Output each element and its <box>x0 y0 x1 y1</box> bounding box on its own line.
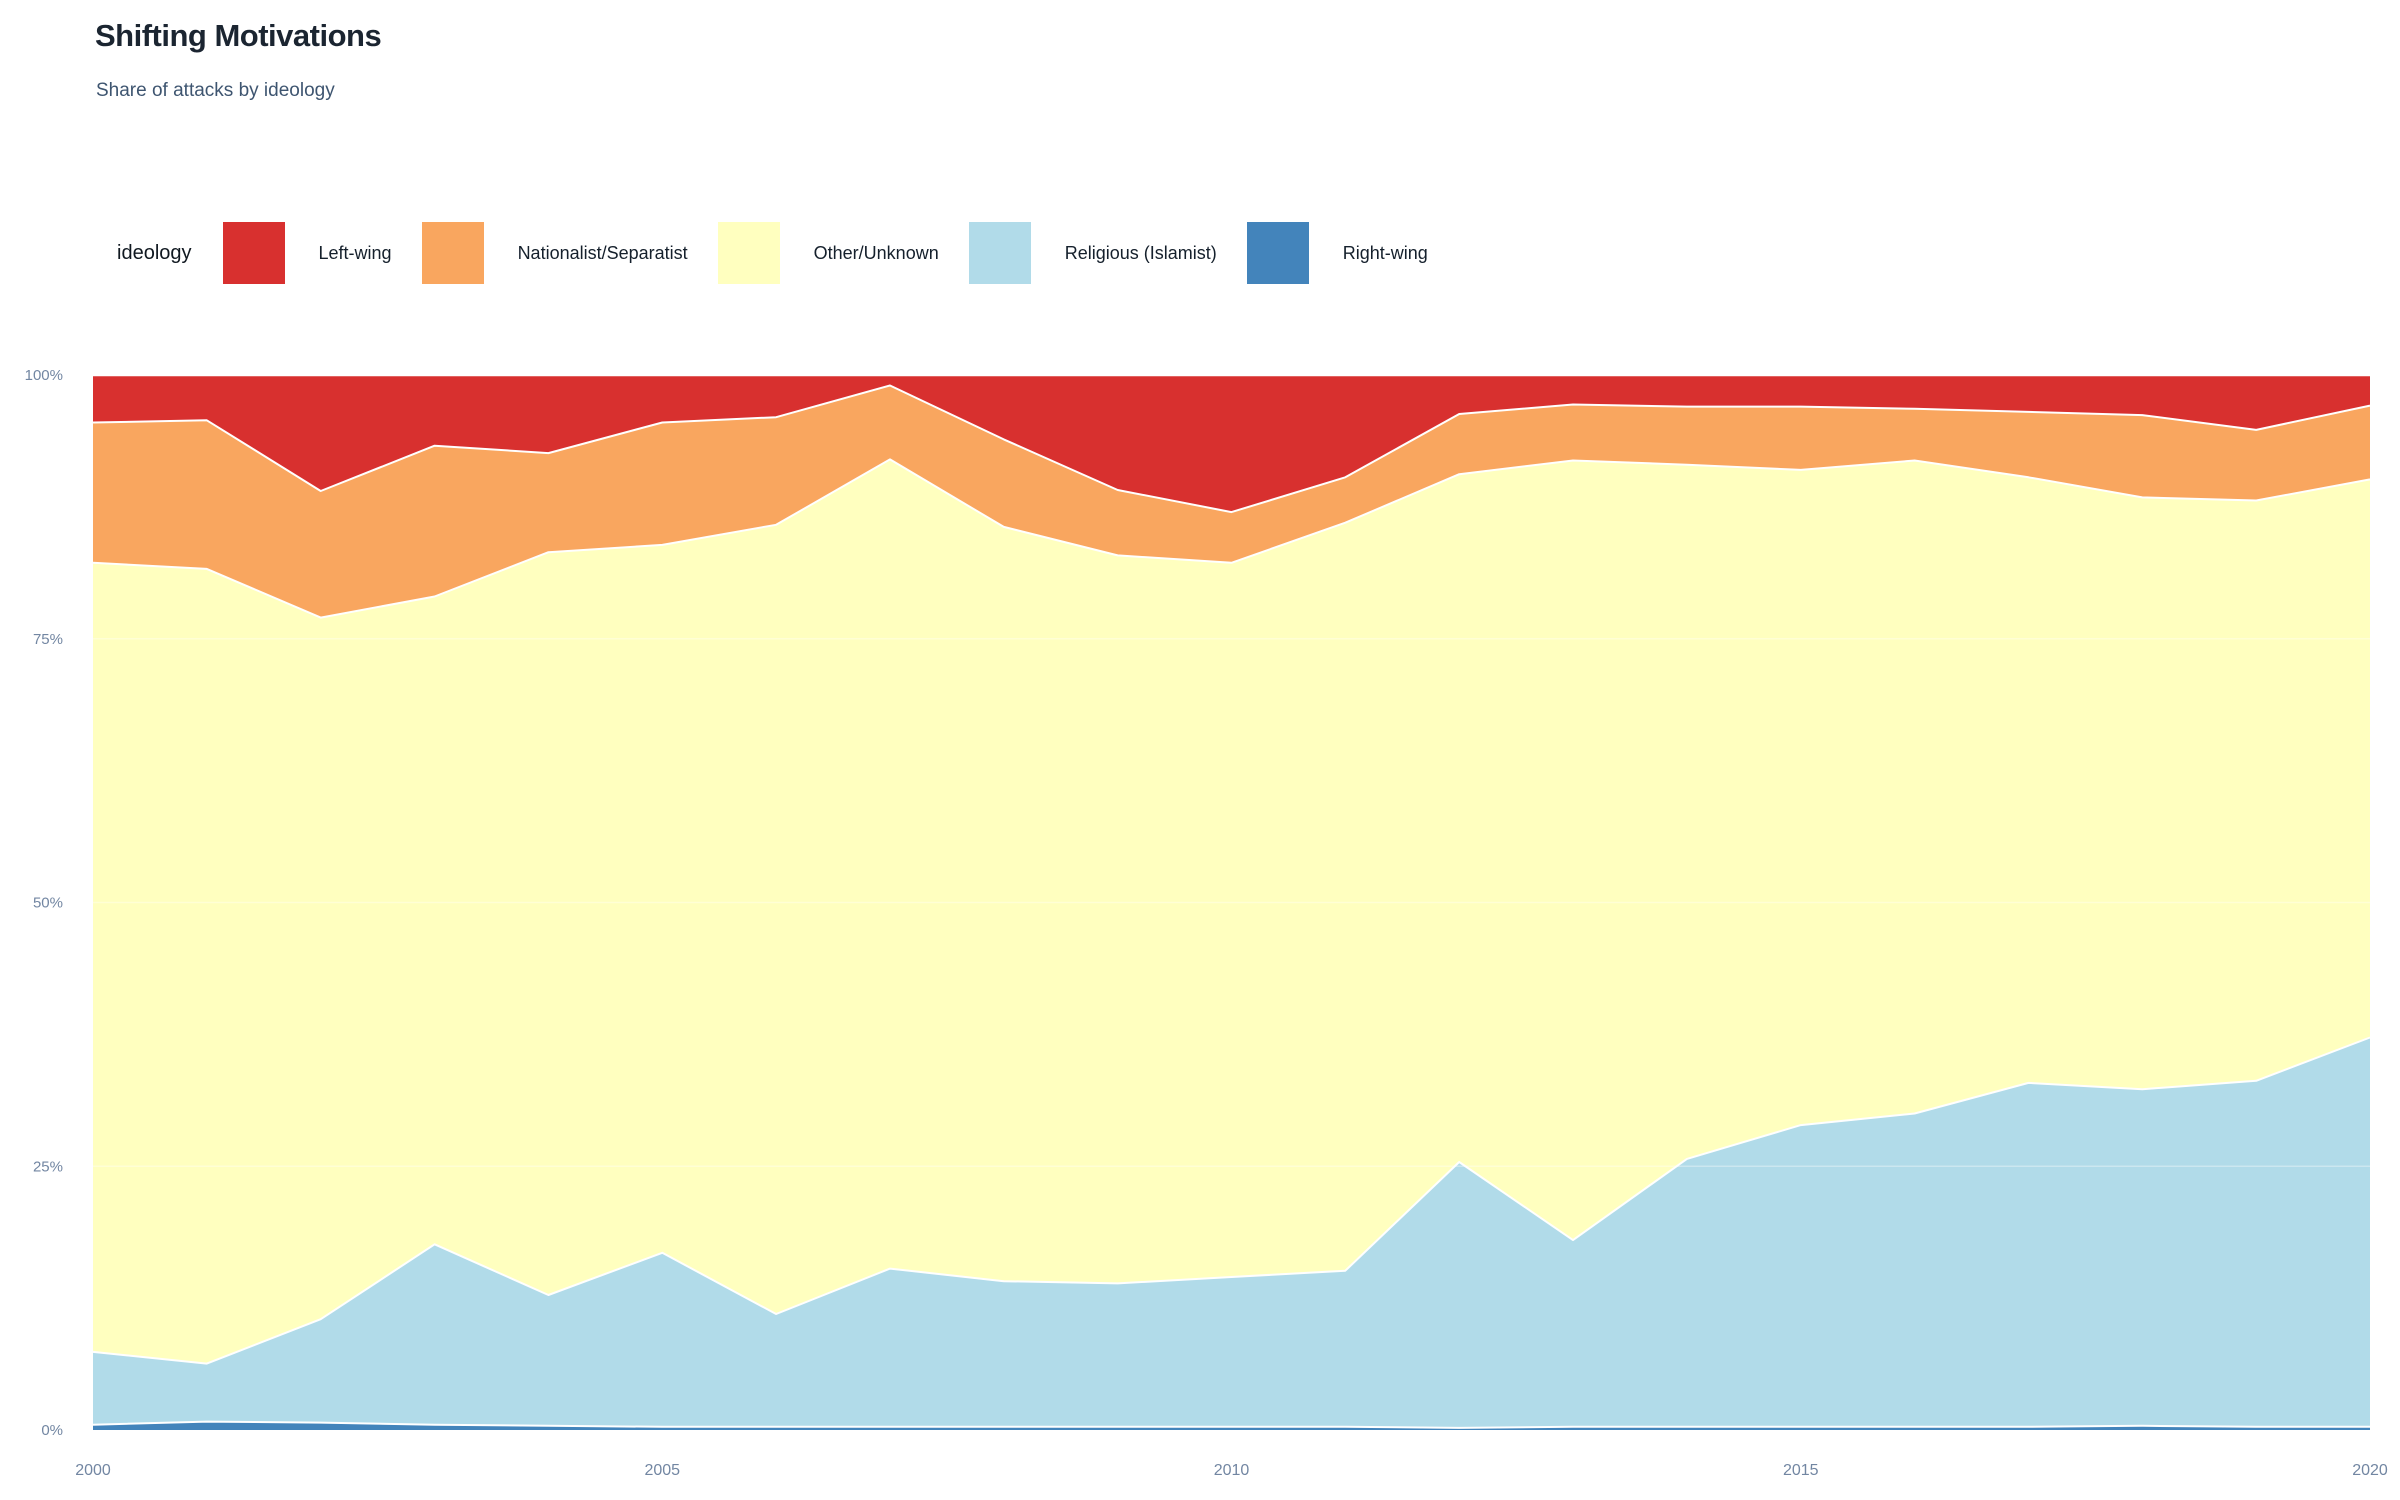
legend-swatch <box>717 222 780 284</box>
legend-swatch <box>421 222 484 284</box>
y-axis-tick-label: 25% <box>33 1158 63 1175</box>
x-axis-tick-label: 2000 <box>75 1462 111 1479</box>
y-axis-tick-label: 100% <box>25 367 63 384</box>
layer-boundary <box>92 1036 2371 1365</box>
area-right-wing <box>93 1421 2370 1430</box>
legend-label: Religious (Islamist) <box>1064 242 1217 263</box>
legend-swatch <box>222 222 285 284</box>
area-religious-islamist <box>93 1037 2370 1428</box>
chart-subtitle: Share of attacks by ideology <box>96 80 335 101</box>
legend-swatch <box>1246 222 1309 284</box>
x-axis-tick-label: 2005 <box>644 1462 680 1479</box>
legend-item-left-wing[interactable]: Left-wing <box>222 222 392 284</box>
legend-label: Nationalist/Separatist <box>517 242 688 263</box>
area-nationalist-separatist <box>93 385 2370 618</box>
legend-item-nationalist-separatist[interactable]: Nationalist/Separatist <box>421 222 688 284</box>
x-axis-tick-label: 2020 <box>2352 1462 2388 1479</box>
y-axis-tick-label: 0% <box>41 1422 63 1439</box>
x-axis-tick-label: 2010 <box>1214 1462 1250 1479</box>
y-axis-tick-label: 75% <box>33 631 63 648</box>
legend-label: Right-wing <box>1342 242 1428 263</box>
legend-label: Other/Unknown <box>813 242 939 263</box>
y-axis-tick-label: 50% <box>33 895 63 912</box>
legend-title: ideology <box>117 241 192 264</box>
legend-label: Left-wing <box>318 242 392 263</box>
area-other-unknown <box>93 459 2370 1364</box>
ideology-legend: ideology Left-wing Nationalist/Separatist… <box>117 222 1458 284</box>
legend-item-other-unknown[interactable]: Other/Unknown <box>717 222 939 284</box>
page-title: Shifting Motivations <box>95 18 382 53</box>
area-left-wing <box>93 375 2370 513</box>
layer-boundary <box>92 384 2371 514</box>
legend-item-right-wing[interactable]: Right-wing <box>1246 222 1428 284</box>
x-axis-tick-label: 2015 <box>1783 1462 1819 1479</box>
legend-item-religious-islamist[interactable]: Religious (Islamist) <box>968 222 1217 284</box>
layer-boundary <box>92 458 2371 619</box>
layer-boundary <box>92 1420 2370 1429</box>
legend-swatch <box>968 222 1031 284</box>
